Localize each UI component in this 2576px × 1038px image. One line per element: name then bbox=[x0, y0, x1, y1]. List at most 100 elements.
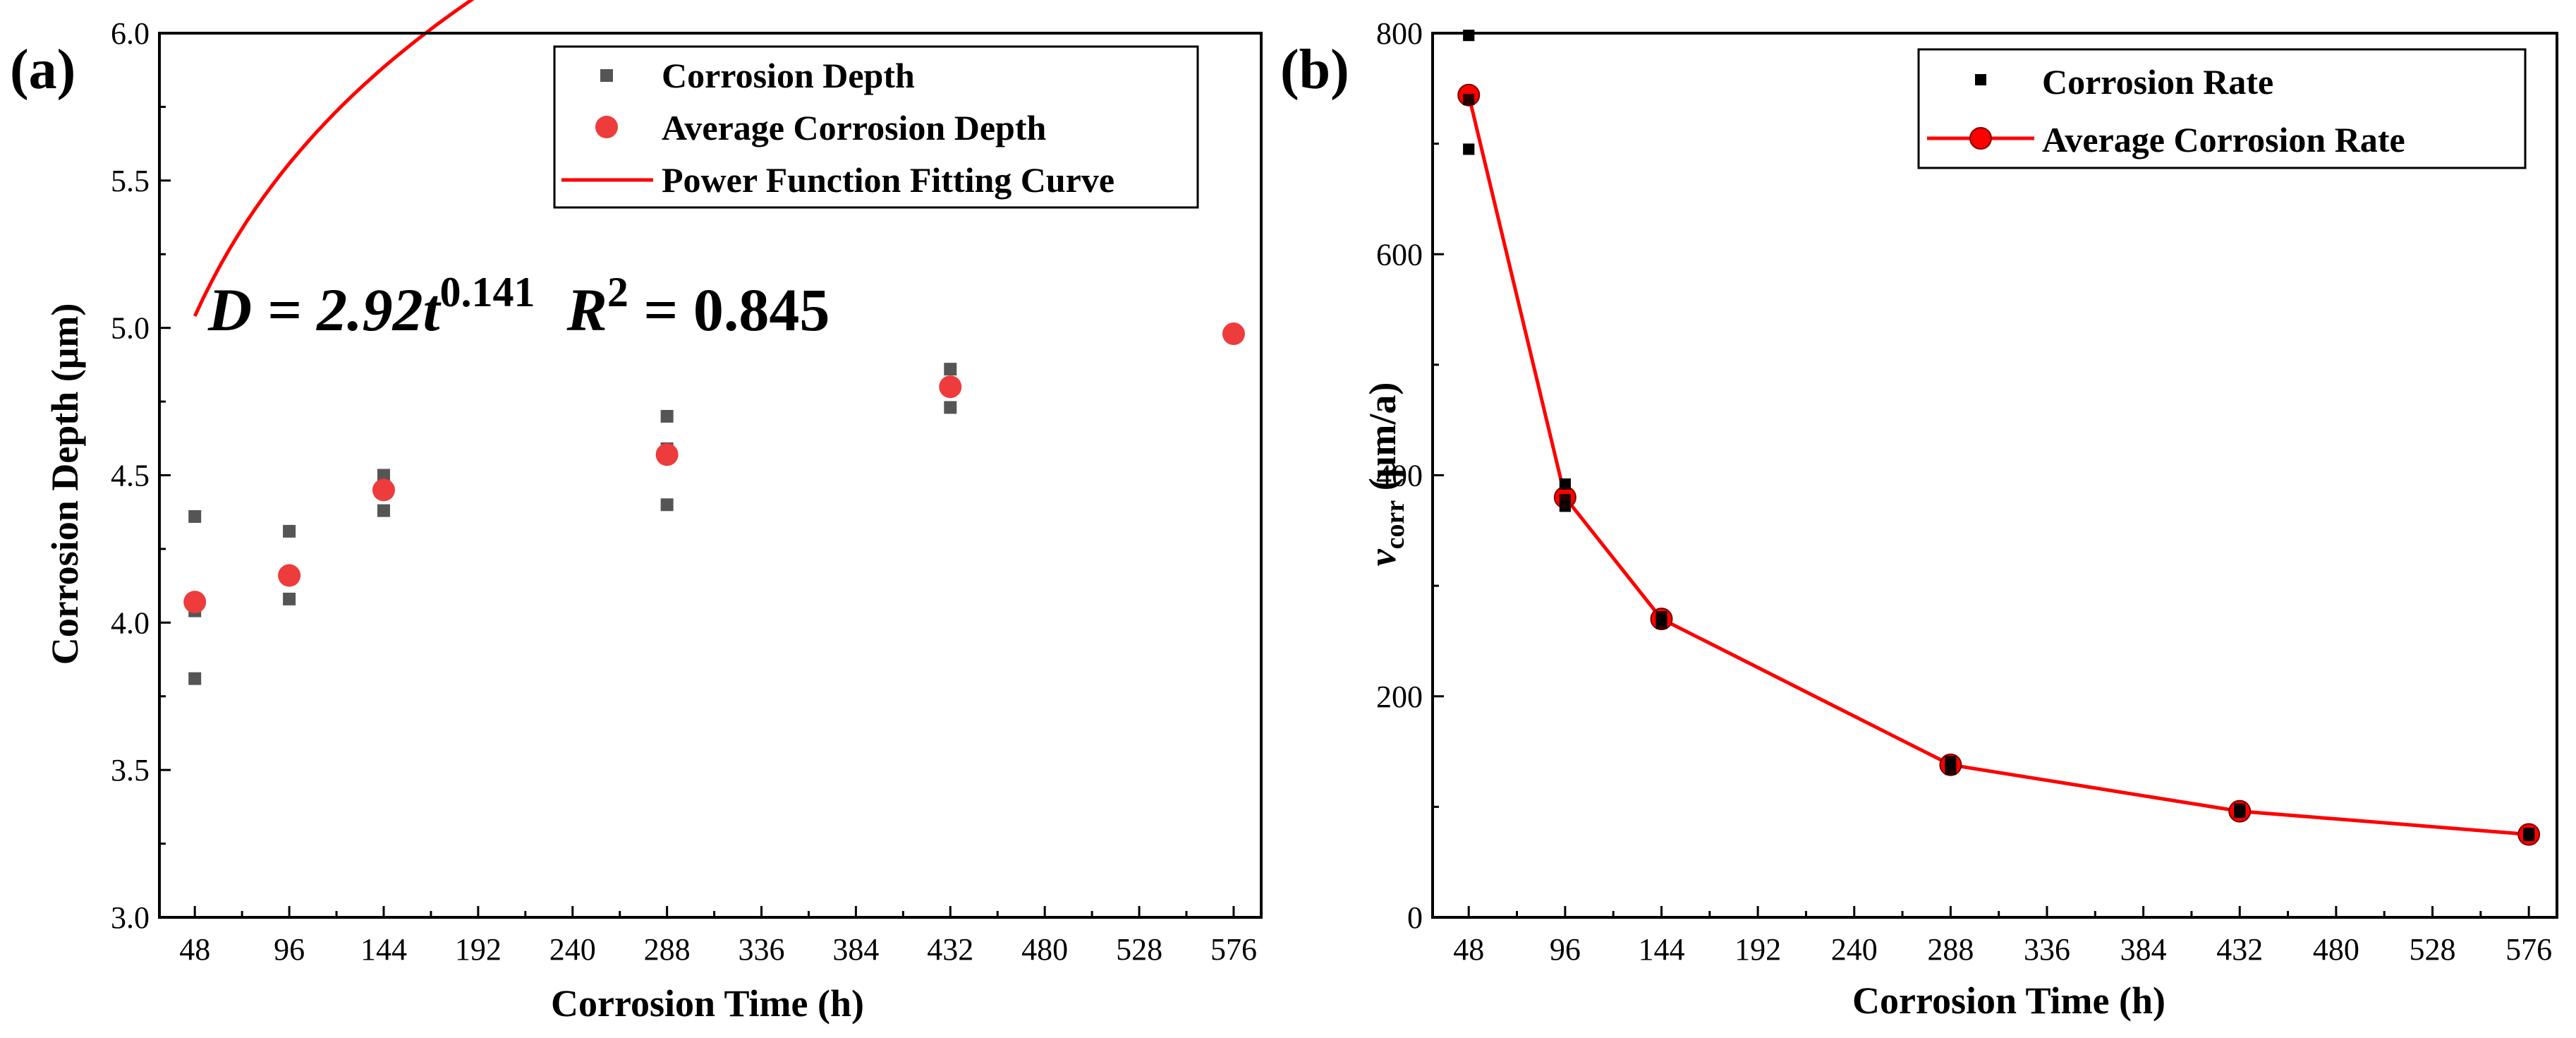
a-y-tick-label: 5.5 bbox=[111, 164, 150, 198]
a-depth-point bbox=[188, 672, 202, 685]
a-depth-point bbox=[188, 509, 202, 523]
a-x-tick-label: 144 bbox=[360, 932, 407, 967]
a-x-tick-label: 288 bbox=[644, 932, 691, 967]
a-legend-marker-depth bbox=[600, 69, 613, 82]
b-y-tick-label: 0 bbox=[1407, 900, 1423, 935]
b-y-axis-title-v: v bbox=[1361, 548, 1404, 566]
a-equation-exponent: 0.141 bbox=[440, 269, 535, 315]
b-rate-point-overlay bbox=[1945, 764, 1957, 776]
b-x-tick-label: 144 bbox=[1638, 932, 1684, 967]
panel-b: (b) 48 96 144 192 240 288 336 384 432 480 528 576 0 2… bbox=[1280, 16, 2558, 1022]
a-x-axis-title: Corrosion Time (h) bbox=[551, 982, 864, 1025]
b-rate-point-overlay bbox=[1463, 30, 1475, 42]
b-legend-label-average: Average Corrosion Rate bbox=[2042, 120, 2405, 159]
a-legend: Corrosion Depth Average Corrosion Depth … bbox=[553, 45, 1199, 209]
a-depth-point bbox=[283, 592, 296, 605]
a-average-point bbox=[939, 375, 962, 399]
panel-a-label: (a) bbox=[10, 39, 75, 101]
a-fit-curve bbox=[193, 0, 475, 317]
b-rate-point-overlay bbox=[1463, 93, 1475, 105]
b-x-tick-label: 576 bbox=[2505, 932, 2552, 967]
b-rate-point-overlay bbox=[2523, 830, 2535, 842]
a-average-point bbox=[183, 591, 207, 614]
a-equation-r2-value: = 0.845 bbox=[628, 276, 830, 344]
a-ticks bbox=[159, 32, 1235, 919]
b-x-tick-label: 240 bbox=[1831, 932, 1878, 967]
b-rate-point-overlay bbox=[1559, 478, 1571, 490]
a-depth-point bbox=[283, 524, 296, 538]
a-x-tick-label: 192 bbox=[455, 932, 502, 967]
b-x-tick-label: 48 bbox=[1453, 932, 1484, 967]
b-y-axis-title: vcorr (μm/a) bbox=[1361, 382, 1410, 567]
b-rate-point-overlay bbox=[1559, 500, 1571, 512]
b-y-tick-label: 800 bbox=[1376, 16, 1423, 51]
b-x-tick-label: 336 bbox=[2024, 932, 2070, 967]
b-average-line bbox=[1466, 95, 2529, 836]
a-y-tick-label: 3.0 bbox=[111, 900, 150, 935]
a-x-tick-label: 432 bbox=[927, 932, 973, 967]
a-depth-point bbox=[377, 504, 390, 517]
b-x-tick-label: 96 bbox=[1550, 932, 1581, 967]
b-points bbox=[1457, 30, 2541, 846]
b-legend-label-rate: Corrosion Rate bbox=[2042, 62, 2273, 102]
b-x-tick-label: 288 bbox=[1927, 932, 1974, 967]
b-y-tick-label: 600 bbox=[1376, 237, 1423, 272]
a-average-point bbox=[278, 564, 301, 587]
b-y-tick-label: 200 bbox=[1376, 680, 1423, 714]
panel-a: (a) 48 96 144 192 240 288 336 384 432 480 528 576 3.… bbox=[10, 0, 1263, 1025]
a-equation-r-power: 2 bbox=[607, 269, 628, 315]
b-legend-marker-rate bbox=[1975, 74, 1986, 85]
b-y-axis-title-units: (μm/a) bbox=[1361, 382, 1404, 500]
a-x-tick-label: 480 bbox=[1021, 932, 1068, 967]
a-equation: D = 2.92t0.141 R2 = 0.845 bbox=[207, 269, 830, 344]
b-x-tick-label: 528 bbox=[2410, 932, 2456, 967]
a-x-tick-label: 240 bbox=[549, 932, 596, 967]
panel-b-label: (b) bbox=[1280, 39, 1349, 101]
b-legend-marker-average-dot bbox=[1969, 127, 1992, 150]
a-depth-point bbox=[660, 409, 674, 423]
a-legend-marker-average bbox=[595, 116, 618, 138]
b-x-tick-label: 432 bbox=[2216, 932, 2263, 967]
b-y-tick-label: 400 bbox=[1376, 459, 1423, 493]
a-legend-box bbox=[553, 45, 1199, 209]
a-fit-curve-group bbox=[193, 0, 475, 317]
a-average-point bbox=[655, 443, 679, 466]
b-y-axis-title-sub: corr bbox=[1380, 500, 1410, 550]
b-x-tick-label: 480 bbox=[2313, 932, 2359, 967]
a-average-point bbox=[1222, 322, 1245, 346]
b-x-tick-label: 384 bbox=[2120, 932, 2167, 967]
a-x-tick-label: 96 bbox=[274, 932, 305, 967]
a-x-tick-label: 48 bbox=[179, 932, 210, 967]
a-depth-point bbox=[660, 498, 674, 512]
b-x-tick-label: 192 bbox=[1734, 932, 1781, 967]
a-x-tick-label: 384 bbox=[832, 932, 879, 967]
b-legend: Corrosion Rate Average Corrosion Rate bbox=[1917, 48, 2527, 169]
a-x-tick-label: 528 bbox=[1116, 932, 1162, 967]
b-plot-frame bbox=[1431, 32, 2558, 919]
b-x-axis-title: Corrosion Time (h) bbox=[1852, 979, 2165, 1022]
a-equation-left: D = 2.92t bbox=[207, 276, 442, 344]
a-depth-point bbox=[944, 401, 957, 414]
a-y-tick-label: 4.0 bbox=[111, 605, 150, 640]
a-x-tick-label: 576 bbox=[1210, 932, 1257, 967]
a-legend-label-average: Average Corrosion Depth bbox=[662, 108, 1046, 147]
a-tick-labels: 48 96 144 192 240 288 336 384 432 480 528 576 3.0 3.5… bbox=[111, 16, 1257, 967]
a-y-tick-label: 4.5 bbox=[111, 459, 150, 493]
a-average-point bbox=[372, 478, 395, 502]
a-y-tick-label: 5.0 bbox=[111, 311, 150, 346]
b-rate-point-overlay bbox=[1463, 143, 1475, 155]
b-legend-box bbox=[1917, 48, 2527, 169]
b-tick-labels: 48 96 144 192 240 288 336 384 432 480 528 576 0 200 40… bbox=[1376, 16, 2552, 967]
b-rate-point-overlay bbox=[1655, 617, 1667, 629]
a-y-tick-label: 3.5 bbox=[111, 753, 150, 787]
a-legend-label-fit: Power Function Fitting Curve bbox=[662, 160, 1114, 200]
a-depth-point bbox=[944, 363, 957, 376]
b-average-line-group bbox=[1466, 95, 2529, 836]
a-equation-r: R bbox=[566, 276, 607, 344]
a-points bbox=[183, 322, 1245, 685]
b-rate-point-overlay bbox=[2234, 807, 2246, 819]
a-y-axis-title: Corrosion Depth (μm) bbox=[44, 303, 86, 665]
a-plot-frame bbox=[158, 32, 1263, 919]
a-y-tick-label: 6.0 bbox=[111, 16, 150, 51]
